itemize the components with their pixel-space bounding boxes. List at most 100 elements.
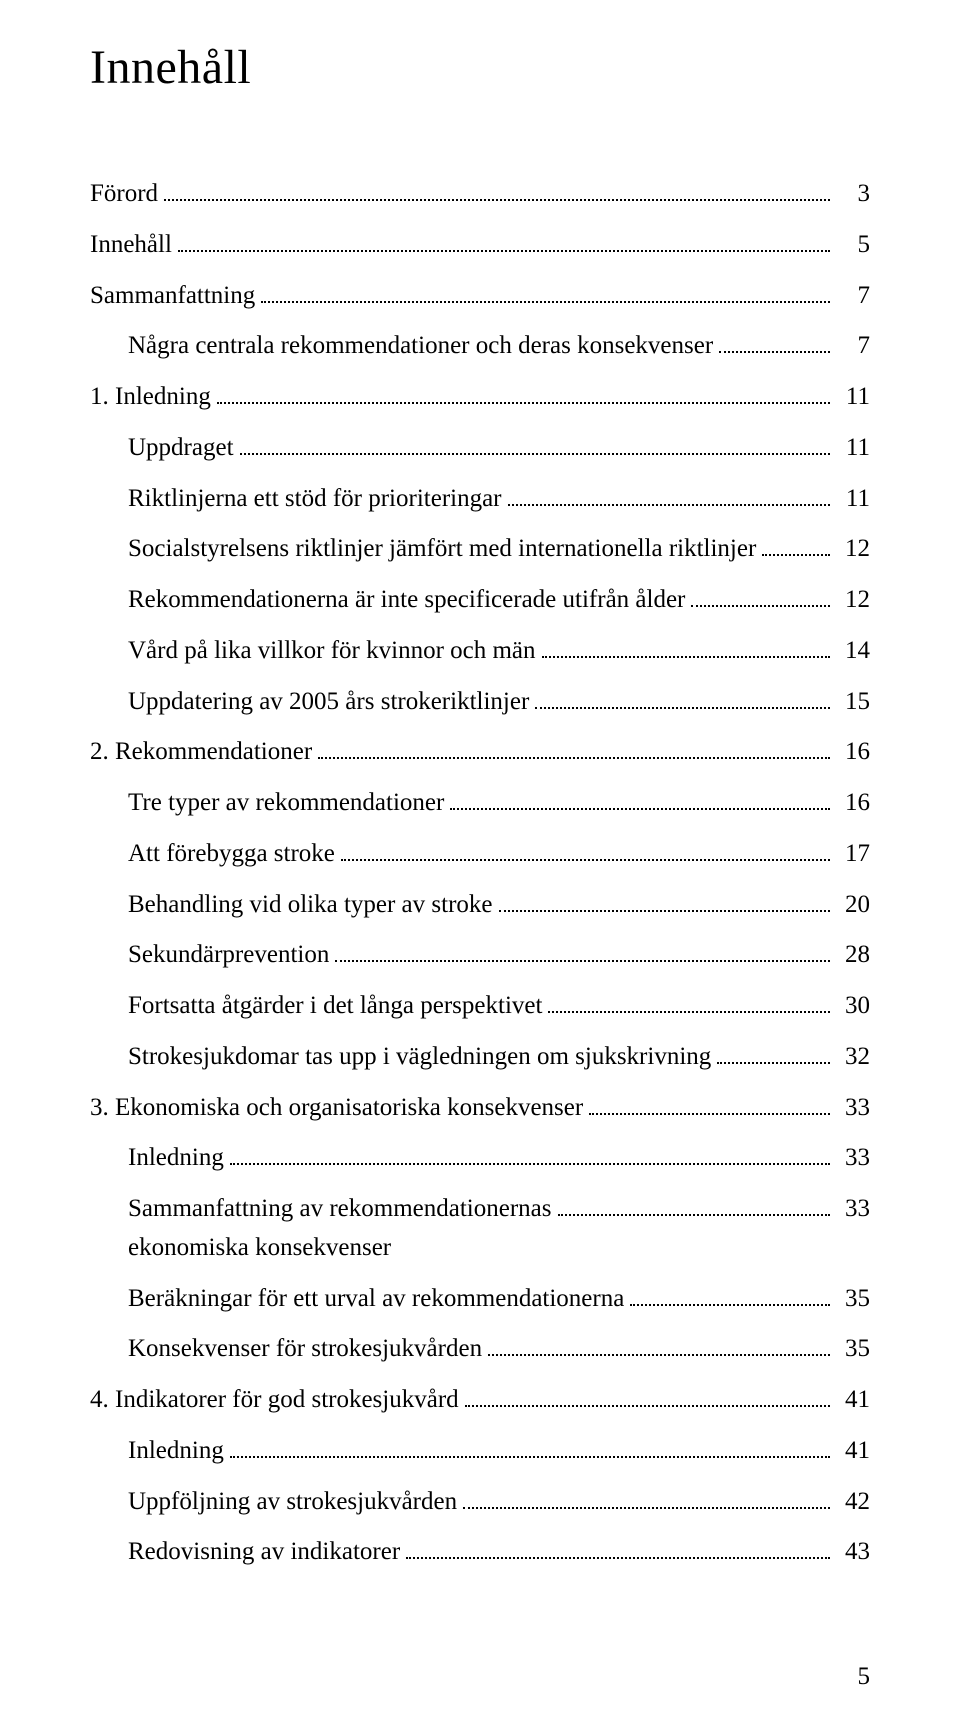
toc-entry-page: 17 xyxy=(836,835,870,874)
page-title: Innehåll xyxy=(90,40,870,95)
toc-entry-page: 7 xyxy=(836,327,870,366)
toc-entry-page: 20 xyxy=(836,886,870,925)
toc-leader-dots xyxy=(719,328,830,353)
toc-entry-label: Förord xyxy=(90,175,158,214)
toc-entry-label: Redovisning av indikatorer xyxy=(128,1533,400,1572)
toc-leader-dots xyxy=(318,734,830,759)
toc-entry: Uppdraget 11 xyxy=(90,429,870,468)
toc-entry-label: Inledning xyxy=(128,1139,224,1178)
toc-entry-label: 3. Ekonomiska och organisatoriska konsek… xyxy=(90,1089,583,1128)
toc-leader-dots xyxy=(558,1191,831,1216)
toc-entry: Sammanfattning av rekommendationernas ek… xyxy=(90,1190,870,1268)
toc-entry-label: 2. Rekommendationer xyxy=(90,733,312,772)
toc-entry: Sammanfattning 7 xyxy=(90,277,870,316)
toc-leader-dots xyxy=(230,1140,830,1165)
toc-entry-page: 16 xyxy=(836,733,870,772)
toc-leader-dots xyxy=(450,785,830,810)
toc-leader-dots xyxy=(762,531,830,556)
toc-entry: Fortsatta åtgärder i det långa perspekti… xyxy=(90,987,870,1026)
toc-entry: 3. Ekonomiska och organisatoriska konsek… xyxy=(90,1089,870,1128)
toc-entry: Redovisning av indikatorer 43 xyxy=(90,1533,870,1572)
toc-entry: Inledning 41 xyxy=(90,1432,870,1471)
toc-leader-dots xyxy=(463,1484,830,1509)
toc-leader-dots xyxy=(508,481,830,506)
toc-leader-dots xyxy=(542,633,830,658)
toc-entry-page: 41 xyxy=(836,1381,870,1420)
toc-entry: Behandling vid olika typer av stroke 20 xyxy=(90,886,870,925)
toc-entry-label: Behandling vid olika typer av stroke xyxy=(128,886,493,925)
toc-entry-page: 35 xyxy=(836,1330,870,1369)
toc-entry-page: 12 xyxy=(836,581,870,620)
toc-entry-page: 30 xyxy=(836,987,870,1026)
toc-entry: Förord 3 xyxy=(90,175,870,214)
toc-entry: Uppdatering av 2005 års strokeriktlinjer… xyxy=(90,683,870,722)
toc-entry-page: 16 xyxy=(836,784,870,823)
toc-entry: Strokesjukdomar tas upp i vägledningen o… xyxy=(90,1038,870,1077)
toc-entry-label: Sammanfattning xyxy=(90,277,255,316)
toc-entry-label: Uppdraget xyxy=(128,429,234,468)
toc-leader-dots xyxy=(164,176,830,201)
toc-entry: Tre typer av rekommendationer 16 xyxy=(90,784,870,823)
toc-entry-page: 33 xyxy=(836,1190,870,1229)
toc-entry-label: Inledning xyxy=(128,1432,224,1471)
page-number: 5 xyxy=(858,1663,871,1691)
toc-entry-page: 35 xyxy=(836,1280,870,1319)
toc-entry: Uppföljning av strokesjukvården42 xyxy=(90,1483,870,1522)
toc-leader-dots xyxy=(548,988,830,1013)
toc-entry-label: Uppdatering av 2005 års strokeriktlinjer xyxy=(128,683,529,722)
toc-entry-page: 33 xyxy=(836,1139,870,1178)
toc-entry-page: 11 xyxy=(836,378,870,417)
toc-leader-dots xyxy=(630,1281,830,1306)
toc-entry: Socialstyrelsens riktlinjer jämfört med … xyxy=(90,530,870,569)
toc-entry-page: 33 xyxy=(836,1089,870,1128)
toc-entry: 1. Inledning11 xyxy=(90,378,870,417)
toc-entry-label: Strokesjukdomar tas upp i vägledningen o… xyxy=(128,1038,711,1077)
toc-entry-page: 15 xyxy=(836,683,870,722)
toc-entry: Innehåll5 xyxy=(90,226,870,265)
toc-leader-dots xyxy=(240,430,830,455)
toc-leader-dots xyxy=(691,582,830,607)
toc-entry-label: Socialstyrelsens riktlinjer jämfört med … xyxy=(128,530,756,569)
toc-entry-page: 32 xyxy=(836,1038,870,1077)
toc-entry: Att förebygga stroke 17 xyxy=(90,835,870,874)
toc-entry: Riktlinjerna ett stöd för prioriteringar… xyxy=(90,480,870,519)
toc-leader-dots xyxy=(261,278,830,303)
toc-entry-label: Beräkningar för ett urval av rekommendat… xyxy=(128,1280,624,1319)
toc-entry: Konsekvenser för strokesjukvården 35 xyxy=(90,1330,870,1369)
toc-entry: 4. Indikatorer för god strokesjukvård 41 xyxy=(90,1381,870,1420)
toc-entry: Inledning 33 xyxy=(90,1139,870,1178)
toc-entry-page: 11 xyxy=(836,429,870,468)
toc-entry: Rekommendationerna är inte specificerade… xyxy=(90,581,870,620)
toc-entry-label: Sekundärprevention xyxy=(128,936,329,975)
toc-entry-label: Vård på lika villkor för kvinnor och män xyxy=(128,632,536,671)
toc-entry: 2. Rekommendationer 16 xyxy=(90,733,870,772)
toc-entry-label: Konsekvenser för strokesjukvården xyxy=(128,1330,482,1369)
toc-entry: Beräkningar för ett urval av rekommendat… xyxy=(90,1280,870,1319)
toc-leader-dots xyxy=(217,379,830,404)
toc-entry-page: 14 xyxy=(836,632,870,671)
toc-entry-page: 12 xyxy=(836,530,870,569)
toc-entry-page: 7 xyxy=(836,277,870,316)
toc-entry-page: 43 xyxy=(836,1533,870,1572)
toc-entry-label: Uppföljning av strokesjukvården xyxy=(128,1483,457,1522)
toc-entry-label: 4. Indikatorer för god strokesjukvård xyxy=(90,1381,459,1420)
toc-leader-dots xyxy=(589,1090,830,1115)
toc-leader-dots xyxy=(230,1433,830,1458)
toc-leader-dots xyxy=(499,887,830,912)
toc-entry-page: 3 xyxy=(836,175,870,214)
toc-leader-dots xyxy=(465,1382,830,1407)
toc-entry-page: 41 xyxy=(836,1432,870,1471)
toc-entry-label: Innehåll xyxy=(90,226,172,265)
toc-entry-label: Tre typer av rekommendationer xyxy=(128,784,444,823)
toc-entry-label: Rekommendationerna är inte specificerade… xyxy=(128,581,685,620)
toc-entry-page: 28 xyxy=(836,936,870,975)
toc-leader-dots xyxy=(488,1331,830,1356)
toc-entry-label: Sammanfattning av rekommendationernas ek… xyxy=(128,1190,552,1268)
toc-entry: Några centrala rekommendationer och dera… xyxy=(90,327,870,366)
toc-leader-dots xyxy=(717,1039,830,1064)
toc-leader-dots xyxy=(178,227,830,252)
toc-entry-label: Riktlinjerna ett stöd för prioriteringar xyxy=(128,480,502,519)
toc-entry-label: Att förebygga stroke xyxy=(128,835,335,874)
toc-entry: Sekundärprevention 28 xyxy=(90,936,870,975)
toc-leader-dots xyxy=(535,684,830,709)
